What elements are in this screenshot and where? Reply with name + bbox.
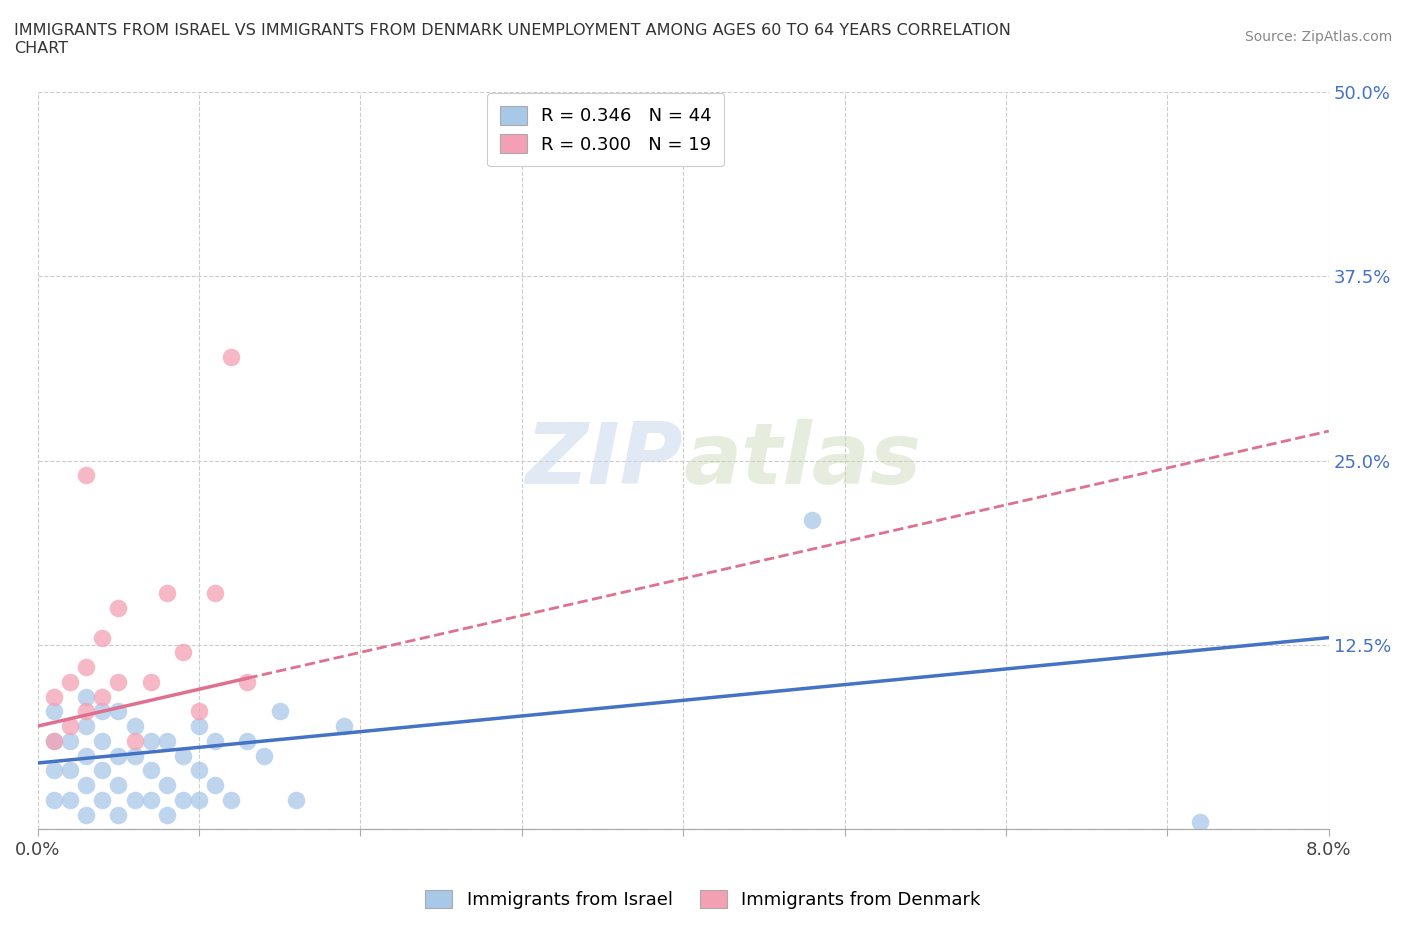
Point bbox=[172, 644, 194, 659]
Point bbox=[91, 704, 114, 719]
Point bbox=[75, 749, 97, 764]
Point bbox=[59, 734, 82, 749]
Point bbox=[188, 704, 211, 719]
Point bbox=[188, 763, 211, 777]
Point bbox=[75, 659, 97, 674]
Point bbox=[91, 631, 114, 645]
Point bbox=[42, 763, 65, 777]
Point bbox=[59, 792, 82, 807]
Point bbox=[801, 512, 824, 527]
Point bbox=[42, 734, 65, 749]
Text: IMMIGRANTS FROM ISRAEL VS IMMIGRANTS FROM DENMARK UNEMPLOYMENT AMONG AGES 60 TO : IMMIGRANTS FROM ISRAEL VS IMMIGRANTS FRO… bbox=[14, 23, 1011, 56]
Point bbox=[236, 674, 259, 689]
Point bbox=[204, 586, 226, 601]
Point bbox=[42, 689, 65, 704]
Point bbox=[124, 792, 146, 807]
Point bbox=[284, 792, 307, 807]
Point bbox=[124, 734, 146, 749]
Point bbox=[59, 674, 82, 689]
Point bbox=[107, 807, 129, 822]
Point bbox=[75, 704, 97, 719]
Point bbox=[75, 777, 97, 792]
Point bbox=[139, 734, 162, 749]
Point bbox=[204, 734, 226, 749]
Point bbox=[139, 674, 162, 689]
Point bbox=[139, 792, 162, 807]
Point bbox=[107, 674, 129, 689]
Point bbox=[236, 734, 259, 749]
Point bbox=[75, 468, 97, 483]
Legend: R = 0.346   N = 44, R = 0.300   N = 19: R = 0.346 N = 44, R = 0.300 N = 19 bbox=[486, 93, 724, 166]
Point bbox=[107, 601, 129, 616]
Point bbox=[188, 792, 211, 807]
Point bbox=[333, 719, 356, 734]
Point bbox=[107, 777, 129, 792]
Point bbox=[269, 704, 291, 719]
Point bbox=[124, 719, 146, 734]
Point bbox=[42, 734, 65, 749]
Point bbox=[42, 704, 65, 719]
Point bbox=[91, 689, 114, 704]
Text: ZIP: ZIP bbox=[526, 419, 683, 502]
Point bbox=[107, 749, 129, 764]
Point bbox=[91, 763, 114, 777]
Text: atlas: atlas bbox=[683, 419, 921, 502]
Point bbox=[59, 719, 82, 734]
Text: Source: ZipAtlas.com: Source: ZipAtlas.com bbox=[1244, 30, 1392, 44]
Point bbox=[139, 763, 162, 777]
Point bbox=[75, 807, 97, 822]
Point bbox=[42, 792, 65, 807]
Point bbox=[172, 749, 194, 764]
Point bbox=[204, 777, 226, 792]
Point bbox=[59, 763, 82, 777]
Point bbox=[107, 704, 129, 719]
Point bbox=[75, 689, 97, 704]
Point bbox=[156, 734, 179, 749]
Legend: Immigrants from Israel, Immigrants from Denmark: Immigrants from Israel, Immigrants from … bbox=[418, 883, 988, 916]
Point bbox=[172, 792, 194, 807]
Point bbox=[124, 749, 146, 764]
Point bbox=[156, 807, 179, 822]
Point bbox=[75, 719, 97, 734]
Point bbox=[156, 586, 179, 601]
Point bbox=[253, 749, 276, 764]
Point bbox=[221, 792, 243, 807]
Point bbox=[156, 777, 179, 792]
Point bbox=[221, 350, 243, 365]
Point bbox=[188, 719, 211, 734]
Point bbox=[1188, 815, 1211, 830]
Point bbox=[91, 734, 114, 749]
Point bbox=[91, 792, 114, 807]
